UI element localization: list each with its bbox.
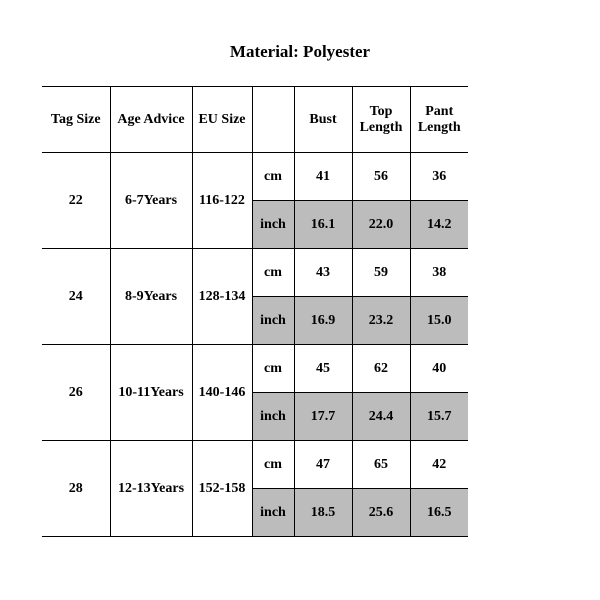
- cell-bust: 16.1: [294, 201, 352, 249]
- cell-tag: 24: [42, 249, 110, 345]
- cell-top: 23.2: [352, 297, 410, 345]
- cell-pant: 14.2: [410, 201, 468, 249]
- cell-top: 56: [352, 153, 410, 201]
- cell-age: 10-11Years: [110, 345, 192, 441]
- table-row: 24 8-9Years 128-134 cm 43 59 38: [42, 249, 468, 297]
- cell-pant: 15.7: [410, 393, 468, 441]
- table-row: 26 10-11Years 140-146 cm 45 62 40: [42, 345, 468, 393]
- cell-tag: 28: [42, 441, 110, 537]
- cell-unit-cm: cm: [252, 441, 294, 489]
- cell-pant: 36: [410, 153, 468, 201]
- cell-unit-inch: inch: [252, 489, 294, 537]
- cell-tag: 22: [42, 153, 110, 249]
- cell-bust: 16.9: [294, 297, 352, 345]
- cell-pant: 42: [410, 441, 468, 489]
- col-unit: [252, 87, 294, 153]
- col-top: Top Length: [352, 87, 410, 153]
- col-bust: Bust: [294, 87, 352, 153]
- cell-eu: 128-134: [192, 249, 252, 345]
- cell-pant: 38: [410, 249, 468, 297]
- cell-pant: 15.0: [410, 297, 468, 345]
- cell-tag: 26: [42, 345, 110, 441]
- cell-age: 6-7Years: [110, 153, 192, 249]
- cell-eu: 140-146: [192, 345, 252, 441]
- table-row: 22 6-7Years 116-122 cm 41 56 36: [42, 153, 468, 201]
- cell-pant: 16.5: [410, 489, 468, 537]
- cell-top: 22.0: [352, 201, 410, 249]
- cell-bust: 43: [294, 249, 352, 297]
- cell-top: 65: [352, 441, 410, 489]
- cell-bust: 41: [294, 153, 352, 201]
- col-eu: EU Size: [192, 87, 252, 153]
- cell-unit-cm: cm: [252, 345, 294, 393]
- cell-bust: 45: [294, 345, 352, 393]
- table-row: 28 12-13Years 152-158 cm 47 65 42: [42, 441, 468, 489]
- cell-age: 8-9Years: [110, 249, 192, 345]
- size-table: Tag Size Age Advice EU Size Bust Top Len…: [42, 86, 468, 537]
- cell-top: 59: [352, 249, 410, 297]
- cell-age: 12-13Years: [110, 441, 192, 537]
- page-title: Material: Polyester: [0, 0, 600, 86]
- col-pant: Pant Length: [410, 87, 468, 153]
- cell-bust: 47: [294, 441, 352, 489]
- cell-eu: 152-158: [192, 441, 252, 537]
- cell-bust: 18.5: [294, 489, 352, 537]
- header-row: Tag Size Age Advice EU Size Bust Top Len…: [42, 87, 468, 153]
- cell-top: 24.4: [352, 393, 410, 441]
- col-tag: Tag Size: [42, 87, 110, 153]
- cell-pant: 40: [410, 345, 468, 393]
- cell-unit-inch: inch: [252, 297, 294, 345]
- cell-unit-inch: inch: [252, 393, 294, 441]
- cell-unit-cm: cm: [252, 153, 294, 201]
- col-age: Age Advice: [110, 87, 192, 153]
- cell-unit-inch: inch: [252, 201, 294, 249]
- cell-unit-cm: cm: [252, 249, 294, 297]
- cell-eu: 116-122: [192, 153, 252, 249]
- table-body: 22 6-7Years 116-122 cm 41 56 36 inch 16.…: [42, 153, 468, 537]
- cell-top: 25.6: [352, 489, 410, 537]
- cell-top: 62: [352, 345, 410, 393]
- cell-bust: 17.7: [294, 393, 352, 441]
